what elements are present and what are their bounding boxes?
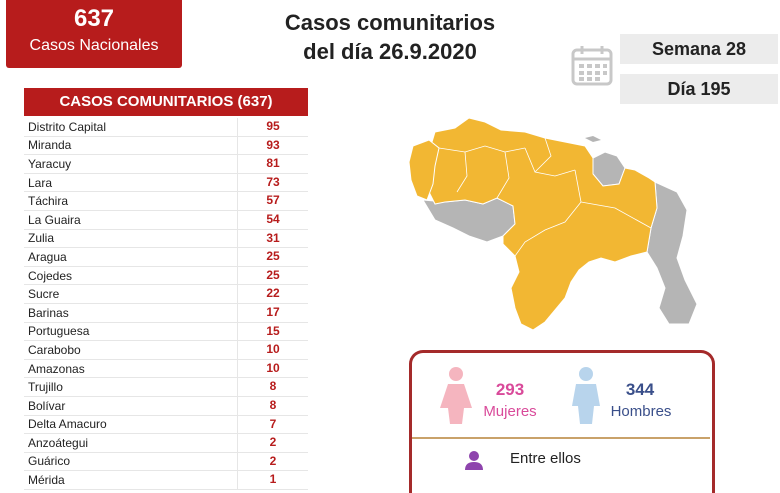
table-row: Aragua 25 [24, 248, 308, 267]
table-row: La Guaira 54 [24, 210, 308, 230]
state-name: Lara [28, 175, 53, 190]
state-cases: 2 [237, 434, 308, 452]
cases-table: Distrito Capital 95 Miranda 93 Yaracuy 81 Lara… [24, 118, 308, 490]
day-box: Día 195 [620, 74, 778, 104]
state-cases: 93 [237, 136, 308, 155]
table-row: Sucre 22 [24, 285, 308, 304]
table-row: Anzoátegui 2 [24, 434, 308, 453]
state-name: Trujillo [28, 380, 63, 395]
table-row: Miranda 93 [24, 136, 308, 156]
week-box: Semana 28 [620, 34, 778, 64]
state-name: Zulia [28, 231, 55, 246]
map-region-gray-west [422, 197, 516, 243]
venezuela-map [408, 117, 698, 331]
state-name: La Guaira [28, 212, 81, 227]
table-row: Lara 73 [24, 173, 308, 193]
calendar-icon [571, 46, 613, 86]
state-cases: 7 [237, 415, 308, 434]
table-row: Táchira 57 [24, 192, 308, 211]
state-cases: 1 [237, 471, 308, 489]
state-name: Portuguesa [28, 324, 90, 339]
men-count: 344 [625, 380, 655, 399]
state-name: Sucre [28, 287, 60, 302]
table-row: Portuguesa 15 [24, 322, 308, 342]
state-cases: 15 [237, 322, 308, 341]
state-name: Cojedes [28, 268, 73, 283]
state-name: Barinas [28, 305, 69, 320]
state-cases: 95 [237, 118, 308, 136]
state-cases: 10 [237, 341, 308, 359]
state-cases: 73 [237, 173, 308, 192]
state-name: Anzoátegui [28, 435, 89, 450]
state-name: Aragua [28, 249, 67, 264]
women-count: 293 [495, 380, 525, 399]
card-divider [412, 437, 710, 439]
state-name: Carabobo [28, 342, 81, 357]
table-row: Mérida 1 [24, 471, 308, 490]
state-name: Táchira [28, 194, 69, 209]
state-name: Guárico [28, 454, 71, 469]
state-cases: 2 [237, 452, 308, 471]
national-cases-label: Casos Nacionales [29, 37, 159, 54]
state-name: Bolívar [28, 398, 66, 413]
state-cases: 81 [237, 155, 308, 173]
map-region-zulia [408, 139, 440, 201]
state-cases: 25 [237, 266, 308, 285]
state-name: Delta Amacuro [28, 417, 107, 432]
table-row: Barinas 17 [24, 303, 308, 323]
state-cases: 8 [237, 378, 308, 396]
men-label: Hombres [610, 403, 672, 420]
person-icon [465, 451, 483, 470]
state-cases: 54 [237, 210, 308, 229]
state-name: Amazonas [28, 361, 85, 376]
state-cases: 10 [237, 359, 308, 378]
page-title: Casos comunitarios del día 26.9.2020 [250, 8, 530, 66]
woman-icon [440, 367, 472, 424]
national-cases-count: 637 [73, 5, 115, 32]
man-icon [572, 367, 600, 424]
state-name: Yaracuy [28, 156, 72, 171]
state-cases: 25 [237, 248, 308, 266]
map-island [585, 136, 601, 142]
table-row: Distrito Capital 95 [24, 118, 308, 137]
state-cases: 8 [237, 396, 308, 415]
table-row: Cojedes 25 [24, 266, 308, 286]
state-name: Distrito Capital [28, 119, 107, 134]
women-label: Mujeres [483, 403, 537, 420]
table-row: Yaracuy 81 [24, 155, 308, 174]
state-cases: 57 [237, 192, 308, 210]
table-row: Amazonas 10 [24, 359, 308, 379]
table-row: Carabobo 10 [24, 341, 308, 360]
table-row: Trujillo 8 [24, 378, 308, 397]
table-row: Zulia 31 [24, 229, 308, 249]
footer-text: Entre ellos [510, 450, 581, 467]
table-heading: CASOS COMUNITARIOS (637) [24, 88, 308, 116]
table-row: Delta Amacuro 7 [24, 415, 308, 435]
state-name: Miranda [28, 138, 72, 153]
map-region-yellow-main [428, 117, 658, 331]
table-row: Bolívar 8 [24, 396, 308, 416]
state-cases: 22 [237, 285, 308, 303]
state-cases: 31 [237, 229, 308, 248]
table-row: Guárico 2 [24, 452, 308, 472]
state-name: Mérida [28, 473, 65, 488]
title-line-2: del día 26.9.2020 [303, 39, 477, 64]
state-cases: 17 [237, 303, 308, 322]
national-cases-badge: 637 Casos Nacionales [6, 0, 182, 68]
title-line-1: Casos comunitarios [284, 10, 496, 35]
